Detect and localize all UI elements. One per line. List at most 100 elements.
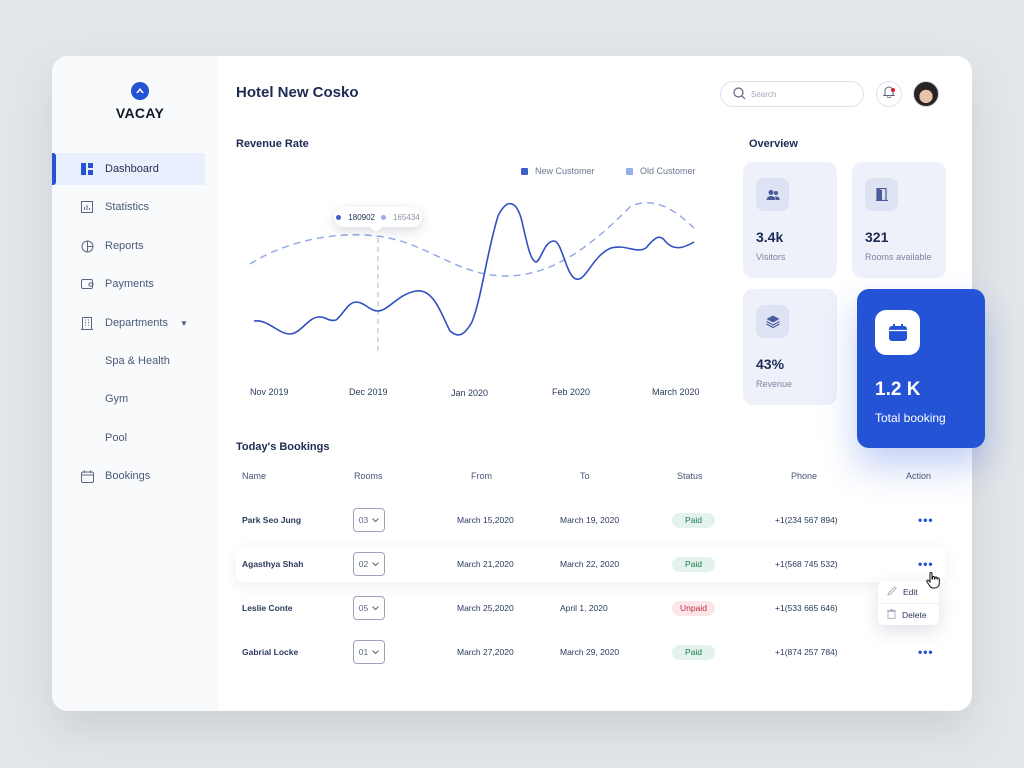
x-axis-label: Jan 2020 xyxy=(451,388,489,398)
table-row[interactable]: Gabrial Locke 01 March 27,2020 March 29,… xyxy=(236,634,946,670)
legend-swatch xyxy=(521,167,528,175)
sidebar-item-label: Dashboard xyxy=(105,163,159,175)
column-header-status[interactable]: Status xyxy=(677,471,703,481)
rooms-select[interactable]: 05 xyxy=(353,596,385,620)
revenue-card[interactable]: 43% Revenue xyxy=(743,289,837,405)
legend-new-customer: New Customer xyxy=(521,166,595,176)
dashboard-icon xyxy=(80,162,94,176)
column-header-action: Action xyxy=(906,471,932,481)
search-box[interactable] xyxy=(720,81,864,107)
logo-mark-icon xyxy=(131,82,149,100)
card-label: Rooms available xyxy=(865,252,932,262)
calendar-icon xyxy=(875,310,920,355)
chevron-down-icon xyxy=(372,603,380,613)
column-header-from[interactable]: From xyxy=(471,471,492,481)
sidebar-item-bookings[interactable]: Bookings xyxy=(52,460,205,492)
wallet-icon xyxy=(80,277,94,291)
rooms-select[interactable]: 03 xyxy=(353,508,385,532)
phone-number: +1(874 257 784) xyxy=(775,647,838,657)
to-date: March 29, 2020 xyxy=(560,647,620,657)
status-badge: Paid xyxy=(672,556,715,572)
sidebar-item-pool[interactable]: Pool xyxy=(52,422,205,454)
from-date: March 15,2020 xyxy=(457,515,514,525)
revenue-line-chart[interactable] xyxy=(236,186,706,386)
notification-button[interactable] xyxy=(876,81,902,107)
overview-title: Overview xyxy=(749,138,798,150)
card-label: Revenue xyxy=(756,379,793,389)
trash-icon xyxy=(887,608,896,621)
column-header-to[interactable]: To xyxy=(580,471,590,481)
search-input[interactable] xyxy=(751,89,851,99)
card-label: Total booking xyxy=(875,411,946,425)
sidebar-item-gym[interactable]: Gym xyxy=(52,383,205,415)
more-actions-icon[interactable]: ••• xyxy=(918,645,934,659)
more-actions-icon[interactable]: ••• xyxy=(918,513,934,527)
bookings-title: Today's Bookings xyxy=(236,441,330,453)
phone-number: +1(533 665 646) xyxy=(775,603,838,613)
sidebar-item-label: Departments xyxy=(105,317,168,329)
sidebar-item-label: Spa & Health xyxy=(105,355,170,367)
chevron-down-icon[interactable]: ▼ xyxy=(179,318,188,328)
from-date: March 25,2020 xyxy=(457,603,514,613)
status-badge: Unpaid xyxy=(672,600,715,616)
card-value: 1.2 K xyxy=(875,379,921,400)
users-icon xyxy=(756,178,789,211)
from-date: March 27,2020 xyxy=(457,647,514,657)
x-axis-label: Nov 2019 xyxy=(250,387,289,397)
guest-name: Agasthya Shah xyxy=(242,559,304,569)
x-axis-label: Feb 2020 xyxy=(552,387,591,397)
tooltip-value-new: 180902 xyxy=(348,212,375,222)
sidebar-item-payments[interactable]: Payments xyxy=(52,268,205,300)
sidebar-item-reports[interactable]: Reports xyxy=(52,230,205,262)
tooltip-value-old: 165434 xyxy=(393,212,420,222)
table-row[interactable]: Leslie Conte 05 March 25,2020 April 1, 2… xyxy=(236,590,946,626)
sidebar-item-dashboard[interactable]: Dashboard xyxy=(52,153,205,185)
status-badge: Paid xyxy=(672,644,715,660)
search-icon xyxy=(733,86,746,102)
table-row[interactable]: Park Seo Jung 03 March 15,2020 March 19,… xyxy=(236,502,946,538)
rooms-select[interactable]: 01 xyxy=(353,640,385,664)
visitors-card[interactable]: 3.4k Visitors xyxy=(743,162,837,278)
action-menu: Edit Delete xyxy=(878,581,939,625)
page-title: Hotel New Cosko xyxy=(236,84,359,101)
bell-icon xyxy=(882,85,896,103)
legend-swatch xyxy=(626,167,633,175)
brand-name: VACAY xyxy=(115,105,165,121)
table-row[interactable]: Agasthya Shah 02 March 21,2020 March 22,… xyxy=(236,546,946,582)
column-header-phone[interactable]: Phone xyxy=(791,471,818,481)
chevron-down-icon xyxy=(372,559,380,569)
more-actions-icon[interactable]: ••• xyxy=(918,557,934,571)
sidebar-item-label: Bookings xyxy=(105,470,151,482)
chevron-down-icon xyxy=(372,515,380,525)
app-window: VACAY Dashboard Statistics Reports Payme… xyxy=(52,56,985,711)
tooltip-dot-old xyxy=(381,214,386,220)
rooms-select[interactable]: 02 xyxy=(353,552,385,576)
card-value: 321 xyxy=(865,229,889,245)
notification-dot xyxy=(891,88,895,92)
door-icon xyxy=(865,178,898,211)
status-badge: Paid xyxy=(672,512,715,528)
from-date: March 21,2020 xyxy=(457,559,514,569)
rooms-card[interactable]: 321 Rooms available xyxy=(852,162,946,278)
delete-menu-item[interactable]: Delete xyxy=(878,603,939,625)
column-header-name[interactable]: Name xyxy=(242,471,267,481)
edit-menu-item[interactable]: Edit xyxy=(878,581,939,603)
reports-icon xyxy=(80,239,94,253)
avatar[interactable] xyxy=(913,81,939,107)
phone-number: +1(568 745 532) xyxy=(775,559,838,569)
to-date: April 1, 2020 xyxy=(560,603,608,613)
guest-name: Leslie Conte xyxy=(242,603,293,613)
sidebar-item-departments[interactable]: Departments ▼ xyxy=(52,307,205,339)
guest-name: Park Seo Jung xyxy=(242,515,302,525)
calendar-icon xyxy=(80,469,94,483)
to-date: March 22, 2020 xyxy=(560,559,620,569)
sidebar-item-label: Statistics xyxy=(105,201,150,213)
pencil-icon xyxy=(887,586,897,598)
sidebar-item-label: Pool xyxy=(105,432,128,444)
guest-name: Gabrial Locke xyxy=(242,647,299,657)
sidebar-item-statistics[interactable]: Statistics xyxy=(52,191,205,223)
column-header-rooms[interactable]: Rooms xyxy=(354,471,383,481)
logo[interactable]: VACAY xyxy=(72,82,208,121)
total-booking-card[interactable]: 1.2 K Total booking xyxy=(857,289,985,448)
sidebar-item-spa-health[interactable]: Spa & Health xyxy=(52,345,205,377)
